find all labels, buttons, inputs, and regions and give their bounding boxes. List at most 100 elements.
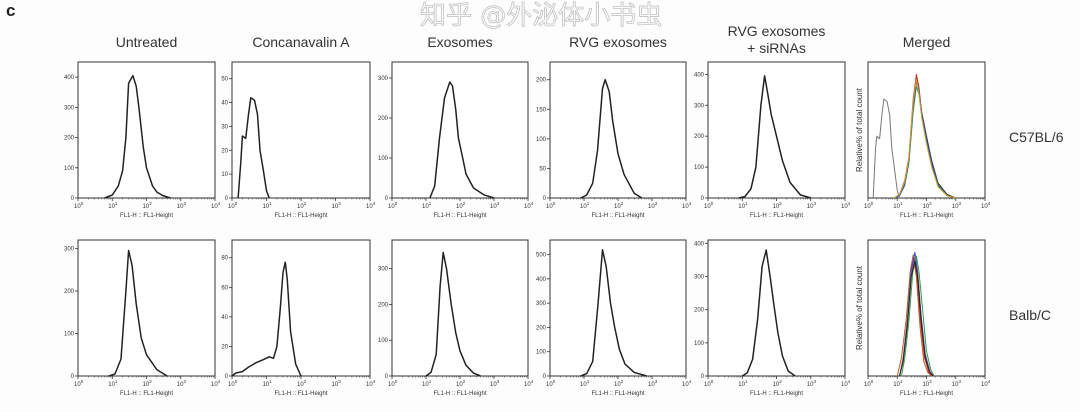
x-tick-label: 100	[864, 201, 874, 210]
row-label-balbc: Balb/C	[1009, 307, 1051, 323]
y-tick-label: 0	[71, 374, 75, 380]
x-tick-label: 100	[74, 379, 84, 388]
x-axis-label: FL1-H :: FL1-Height	[750, 213, 803, 219]
plot-frame	[707, 61, 846, 199]
plot-frame	[231, 239, 371, 377]
x-tick-label: 100	[228, 379, 238, 388]
y-tick-label: 30	[221, 124, 228, 130]
histogram-curve	[231, 261, 302, 377]
y-tick-label: 400	[694, 241, 705, 247]
x-tick-label: 104	[211, 379, 221, 388]
plot-frame	[231, 61, 371, 199]
x-tick-label: 100	[388, 379, 398, 388]
x-tick-label: 104	[682, 201, 692, 210]
x-tick-label: 101	[108, 201, 118, 210]
plot-frame	[867, 239, 986, 377]
y-tick-label: 0	[225, 196, 229, 202]
y-tick-label: 300	[64, 105, 75, 111]
y-tick-label: 100	[694, 341, 705, 347]
x-tick-label: 100	[546, 201, 556, 210]
histogram-curve	[899, 260, 934, 377]
x-axis-label: FL1-H :: FL1-Height	[274, 213, 327, 219]
x-tick-label: 100	[546, 379, 556, 388]
histogram-curve	[104, 74, 171, 199]
column-title: Exosomes	[427, 34, 492, 50]
x-tick-label: 102	[923, 201, 933, 210]
y-tick-label: 100	[536, 350, 547, 356]
x-axis-label: FL1-H :: FL1-Height	[433, 213, 486, 219]
plot-frame	[391, 239, 529, 377]
x-tick-label: 103	[332, 379, 342, 388]
x-axis-label: FL1-H :: FL1-Height	[591, 213, 644, 219]
y-tick-label: 300	[378, 267, 389, 273]
x-tick-label: 103	[177, 201, 187, 210]
y-tick-label: 100	[64, 332, 75, 338]
y-tick-label: 100	[694, 165, 705, 171]
x-axis-label: FL1-H :: FL1-Height	[433, 391, 486, 397]
x-tick-label: 102	[297, 379, 307, 388]
y-tick-label: 300	[536, 301, 547, 307]
x-tick-label: 104	[366, 201, 376, 210]
x-tick-label: 103	[332, 201, 342, 210]
x-axis-label: FL1-H :: FL1-Height	[591, 391, 644, 397]
x-tick-label: 100	[74, 201, 84, 210]
x-tick-label: 103	[648, 379, 658, 388]
x-tick-label: 101	[580, 379, 590, 388]
x-tick-label: 103	[177, 379, 187, 388]
histogram-curve	[872, 98, 901, 199]
y-tick-label: 50	[539, 166, 546, 172]
y-tick-label: 0	[385, 196, 389, 202]
x-tick-label: 102	[773, 201, 783, 210]
y-tick-label: 20	[221, 148, 228, 154]
x-tick-label: 104	[366, 379, 376, 388]
x-tick-label: 103	[490, 379, 500, 388]
y-tick-label: 0	[543, 374, 547, 380]
plot-frame	[549, 61, 687, 199]
y-tick-label: 200	[694, 134, 705, 140]
y-tick-label: 80	[221, 256, 228, 262]
y-tick-label: 300	[694, 103, 705, 109]
y-tick-label: 200	[64, 289, 75, 295]
y-tick-label: 40	[221, 315, 228, 321]
x-axis-label: FL1-H :: FL1-Height	[750, 391, 803, 397]
histogram-curve	[741, 249, 796, 377]
x-tick-label: 100	[228, 201, 238, 210]
x-tick-label: 103	[952, 379, 962, 388]
x-tick-label: 101	[108, 379, 118, 388]
y-tick-label: 100	[64, 166, 75, 172]
histogram-curve	[901, 255, 935, 377]
y-tick-label: 300	[694, 274, 705, 280]
y-tick-label: 500	[536, 253, 547, 259]
x-tick-label: 102	[614, 379, 624, 388]
histogram-curve	[580, 248, 647, 377]
x-tick-label: 104	[841, 379, 851, 388]
y-tick-label: 0	[701, 374, 705, 380]
plot-frame	[77, 61, 216, 199]
plot-frame	[391, 61, 529, 199]
x-tick-label: 104	[524, 201, 534, 210]
x-tick-label: 103	[807, 379, 817, 388]
x-tick-label: 101	[580, 201, 590, 210]
y-tick-label: 400	[536, 277, 547, 283]
x-tick-label: 103	[490, 201, 500, 210]
y-tick-label: 300	[378, 76, 389, 82]
x-tick-label: 102	[614, 201, 624, 210]
histogram-curve	[425, 251, 481, 377]
histogram-curve	[738, 75, 812, 199]
histogram-curve	[580, 78, 643, 199]
y-tick-label: 100	[378, 338, 389, 344]
x-tick-label: 102	[923, 379, 933, 388]
y-tick-label: 150	[536, 107, 547, 113]
x-tick-label: 104	[682, 379, 692, 388]
x-tick-label: 101	[738, 379, 748, 388]
y-tick-label: 200	[64, 136, 75, 142]
x-tick-label: 102	[456, 379, 466, 388]
